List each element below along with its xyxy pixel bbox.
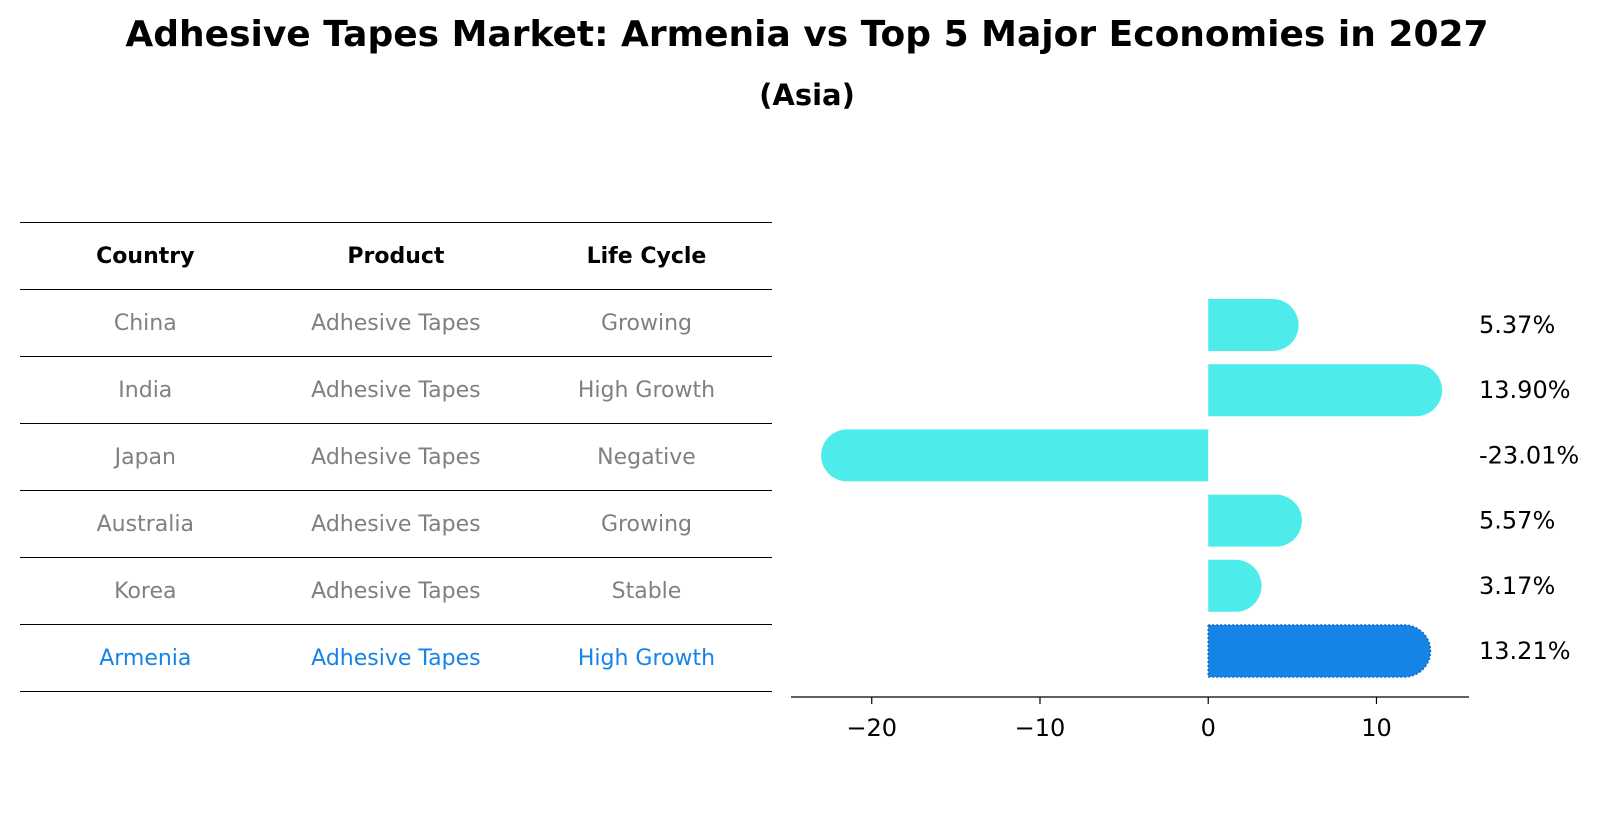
x-tick-label: 0: [1201, 714, 1216, 742]
cell-product: Adhesive Tapes: [311, 377, 481, 403]
header-life-cycle: Life Cycle: [586, 243, 707, 269]
cell-life-cycle: Growing: [600, 511, 693, 537]
cell-country: Japan: [114, 444, 176, 470]
table-row: Australia Adhesive Tapes Growing: [20, 490, 772, 557]
value-label: 3.17%: [1479, 572, 1555, 600]
table-row: China Adhesive Tapes Growing: [20, 289, 772, 356]
cell-country: India: [118, 377, 173, 403]
bar-armenia: [1207, 624, 1432, 678]
cell-product: Adhesive Tapes: [311, 310, 481, 336]
cell-life-cycle: Stable: [611, 578, 682, 604]
x-tick-label: −10: [1015, 714, 1066, 742]
table-row: Japan Adhesive Tapes Negative: [20, 423, 772, 490]
bar-japan: [821, 429, 1209, 482]
value-label: 13.21%: [1479, 637, 1571, 665]
cell-life-cycle: Growing: [600, 310, 693, 336]
cell-life-cycle: High Growth: [577, 645, 716, 671]
header-country: Country: [96, 243, 195, 269]
value-label: 5.37%: [1479, 311, 1555, 339]
cell-life-cycle: High Growth: [577, 377, 716, 403]
cell-product: Adhesive Tapes: [311, 645, 481, 671]
bar-india: [1208, 364, 1443, 417]
table-row-highlight: Armenia Adhesive Tapes High Growth: [20, 624, 772, 692]
x-tick-label: −20: [846, 714, 897, 742]
x-tick-label: 10: [1361, 714, 1392, 742]
cell-product: Adhesive Tapes: [311, 578, 481, 604]
chart-title: Adhesive Tapes Market: Armenia vs Top 5 …: [125, 14, 1489, 55]
cell-product: Adhesive Tapes: [311, 444, 481, 470]
data-table: Country Product Life Cycle China Adhesiv…: [20, 222, 772, 692]
cell-life-cycle: Negative: [597, 444, 696, 470]
table-row: India Adhesive Tapes High Growth: [20, 356, 772, 423]
value-label: -23.01%: [1479, 441, 1579, 469]
header-product: Product: [347, 243, 445, 269]
bar-australia: [1208, 494, 1302, 547]
bar-korea: [1208, 559, 1262, 612]
value-label: 13.90%: [1479, 376, 1571, 404]
cell-country: Armenia: [99, 645, 192, 671]
cell-product: Adhesive Tapes: [311, 511, 481, 537]
table-header-row: Country Product Life Cycle: [20, 222, 772, 289]
cell-country: Korea: [114, 578, 177, 604]
cell-country: Australia: [96, 511, 194, 537]
cell-country: China: [113, 310, 177, 336]
value-label: 5.57%: [1479, 507, 1555, 535]
chart-subtitle: (Asia): [759, 78, 855, 112]
bar-china: [1208, 299, 1299, 351]
table-row: Korea Adhesive Tapes Stable: [20, 557, 772, 624]
